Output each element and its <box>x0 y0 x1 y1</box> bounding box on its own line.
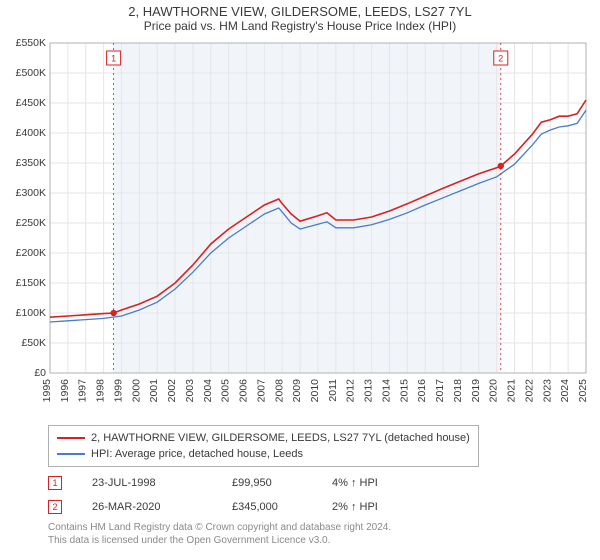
svg-text:2016: 2016 <box>416 379 428 403</box>
svg-text:2009: 2009 <box>291 379 303 403</box>
svg-text:£150K: £150K <box>16 277 46 289</box>
legend-item-hpi: HPI: Average price, detached house, Leed… <box>57 446 470 462</box>
transaction-date: 23-JUL-1998 <box>92 477 232 489</box>
svg-text:2020: 2020 <box>488 379 500 403</box>
svg-text:2005: 2005 <box>220 379 232 403</box>
svg-text:2022: 2022 <box>523 379 535 403</box>
transaction-delta: 2% ↑ HPI <box>332 501 432 513</box>
transaction-price: £345,000 <box>232 501 332 513</box>
transactions-table: 1 23-JUL-1998 £99,950 4% ↑ HPI 2 26-MAR-… <box>48 473 592 517</box>
svg-text:2025: 2025 <box>577 379 589 403</box>
svg-text:£550K: £550K <box>16 37 46 49</box>
transaction-marker-2: 2 <box>48 500 62 514</box>
svg-text:£200K: £200K <box>16 247 46 259</box>
svg-text:2006: 2006 <box>238 379 250 403</box>
footer-line: This data is licensed under the Open Gov… <box>48 534 592 547</box>
svg-text:£100K: £100K <box>16 307 46 319</box>
svg-text:2003: 2003 <box>184 379 196 403</box>
svg-text:2: 2 <box>498 54 503 64</box>
legend-swatch <box>57 453 85 455</box>
svg-text:1998: 1998 <box>95 379 107 403</box>
svg-text:2024: 2024 <box>559 379 571 403</box>
svg-text:£0: £0 <box>34 367 46 379</box>
svg-text:2010: 2010 <box>309 379 321 403</box>
svg-text:2023: 2023 <box>541 379 553 403</box>
svg-text:£250K: £250K <box>16 217 46 229</box>
svg-text:2021: 2021 <box>506 379 518 403</box>
line-chart: £0 £50K £100K £150K £200K £250K £300K £350K £400… <box>8 37 592 417</box>
svg-text:2015: 2015 <box>398 379 410 403</box>
svg-text:£500K: £500K <box>16 67 46 79</box>
svg-text:2008: 2008 <box>273 379 285 403</box>
legend-swatch <box>57 437 85 439</box>
legend-item-property: 2, HAWTHORNE VIEW, GILDERSOME, LEEDS, LS… <box>57 430 470 446</box>
transaction-date: 26-MAR-2020 <box>92 501 232 513</box>
transaction-row: 1 23-JUL-1998 £99,950 4% ↑ HPI <box>48 473 592 493</box>
svg-text:2001: 2001 <box>148 379 160 403</box>
svg-text:2012: 2012 <box>345 379 357 403</box>
legend: 2, HAWTHORNE VIEW, GILDERSOME, LEEDS, LS… <box>48 425 479 467</box>
svg-text:1996: 1996 <box>59 379 71 403</box>
svg-text:£300K: £300K <box>16 187 46 199</box>
transaction-price: £99,950 <box>232 477 332 489</box>
svg-text:2017: 2017 <box>434 379 446 403</box>
svg-text:2004: 2004 <box>202 379 214 403</box>
transaction-marker-1: 1 <box>48 476 62 490</box>
svg-text:1997: 1997 <box>77 379 89 403</box>
svg-text:2007: 2007 <box>255 379 267 403</box>
transaction-delta: 4% ↑ HPI <box>332 477 432 489</box>
svg-text:2019: 2019 <box>470 379 482 403</box>
svg-text:2002: 2002 <box>166 379 178 403</box>
svg-text:2014: 2014 <box>380 379 392 403</box>
legend-label: 2, HAWTHORNE VIEW, GILDERSOME, LEEDS, LS… <box>91 432 470 444</box>
svg-text:1995: 1995 <box>41 379 53 403</box>
chart-title: 2, HAWTHORNE VIEW, GILDERSOME, LEEDS, LS… <box>8 4 592 19</box>
svg-text:2013: 2013 <box>363 379 375 403</box>
svg-text:2000: 2000 <box>130 379 142 403</box>
chart-area: £0 £50K £100K £150K £200K £250K £300K £350K £400… <box>8 37 592 417</box>
svg-text:£450K: £450K <box>16 97 46 109</box>
svg-text:£50K: £50K <box>21 337 46 349</box>
svg-text:2018: 2018 <box>452 379 464 403</box>
svg-text:1: 1 <box>111 54 116 64</box>
transaction-row: 2 26-MAR-2020 £345,000 2% ↑ HPI <box>48 497 592 517</box>
footer-line: Contains HM Land Registry data © Crown c… <box>48 521 592 534</box>
footer: Contains HM Land Registry data © Crown c… <box>48 521 592 547</box>
svg-text:£400K: £400K <box>16 127 46 139</box>
chart-subtitle: Price paid vs. HM Land Registry's House … <box>8 19 592 33</box>
svg-text:2011: 2011 <box>327 379 339 402</box>
svg-text:£350K: £350K <box>16 157 46 169</box>
legend-label: HPI: Average price, detached house, Leed… <box>91 448 303 460</box>
title-block: 2, HAWTHORNE VIEW, GILDERSOME, LEEDS, LS… <box>8 4 592 33</box>
svg-text:1999: 1999 <box>112 379 124 403</box>
